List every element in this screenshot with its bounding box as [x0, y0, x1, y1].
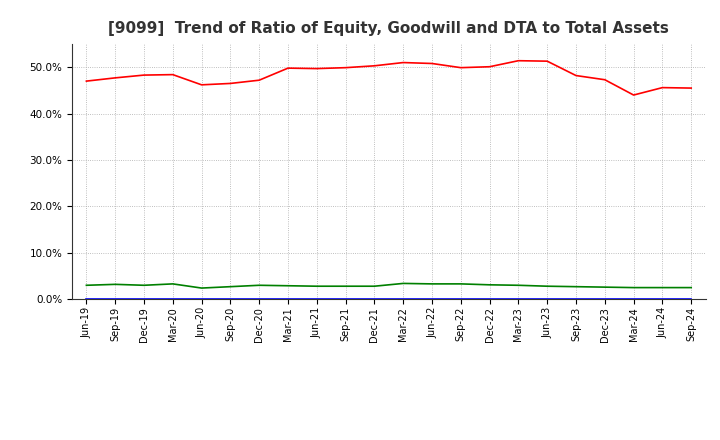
Goodwill [572, 297, 580, 302]
Deferred Tax Assets [255, 282, 264, 288]
Goodwill [111, 297, 120, 302]
Equity [399, 60, 408, 65]
Equity [111, 75, 120, 81]
Deferred Tax Assets [456, 281, 465, 286]
Equity [370, 63, 379, 69]
Deferred Tax Assets [485, 282, 494, 287]
Goodwill [485, 297, 494, 302]
Equity [428, 61, 436, 66]
Goodwill [629, 297, 638, 302]
Deferred Tax Assets [140, 282, 148, 288]
Equity [629, 92, 638, 98]
Goodwill [428, 297, 436, 302]
Legend: Equity, Goodwill, Deferred Tax Assets: Equity, Goodwill, Deferred Tax Assets [214, 438, 564, 440]
Deferred Tax Assets [341, 283, 350, 289]
Goodwill [600, 297, 609, 302]
Equity [82, 78, 91, 84]
Goodwill [687, 297, 696, 302]
Title: [9099]  Trend of Ratio of Equity, Goodwill and DTA to Total Assets: [9099] Trend of Ratio of Equity, Goodwil… [109, 21, 669, 36]
Equity [226, 81, 235, 86]
Line: Deferred Tax Assets: Deferred Tax Assets [86, 283, 691, 288]
Deferred Tax Assets [514, 282, 523, 288]
Deferred Tax Assets [629, 285, 638, 290]
Equity [658, 85, 667, 90]
Goodwill [543, 297, 552, 302]
Goodwill [226, 297, 235, 302]
Equity [543, 59, 552, 64]
Deferred Tax Assets [312, 283, 321, 289]
Deferred Tax Assets [284, 283, 292, 288]
Deferred Tax Assets [226, 284, 235, 290]
Goodwill [370, 297, 379, 302]
Deferred Tax Assets [82, 282, 91, 288]
Equity [572, 73, 580, 78]
Goodwill [168, 297, 177, 302]
Goodwill [658, 297, 667, 302]
Goodwill [399, 297, 408, 302]
Deferred Tax Assets [658, 285, 667, 290]
Deferred Tax Assets [370, 283, 379, 289]
Line: Equity: Equity [86, 61, 691, 95]
Deferred Tax Assets [197, 286, 206, 291]
Deferred Tax Assets [543, 283, 552, 289]
Deferred Tax Assets [168, 281, 177, 286]
Equity [168, 72, 177, 77]
Equity [140, 73, 148, 78]
Goodwill [456, 297, 465, 302]
Equity [514, 58, 523, 63]
Equity [341, 65, 350, 70]
Goodwill [140, 297, 148, 302]
Deferred Tax Assets [572, 284, 580, 290]
Deferred Tax Assets [600, 285, 609, 290]
Equity [687, 85, 696, 91]
Goodwill [312, 297, 321, 302]
Equity [600, 77, 609, 82]
Equity [312, 66, 321, 71]
Equity [197, 82, 206, 88]
Equity [255, 77, 264, 83]
Equity [485, 64, 494, 70]
Deferred Tax Assets [399, 281, 408, 286]
Goodwill [255, 297, 264, 302]
Goodwill [82, 297, 91, 302]
Equity [456, 65, 465, 70]
Deferred Tax Assets [111, 282, 120, 287]
Goodwill [284, 297, 292, 302]
Deferred Tax Assets [428, 281, 436, 286]
Goodwill [197, 297, 206, 302]
Goodwill [514, 297, 523, 302]
Deferred Tax Assets [687, 285, 696, 290]
Equity [284, 66, 292, 71]
Goodwill [341, 297, 350, 302]
